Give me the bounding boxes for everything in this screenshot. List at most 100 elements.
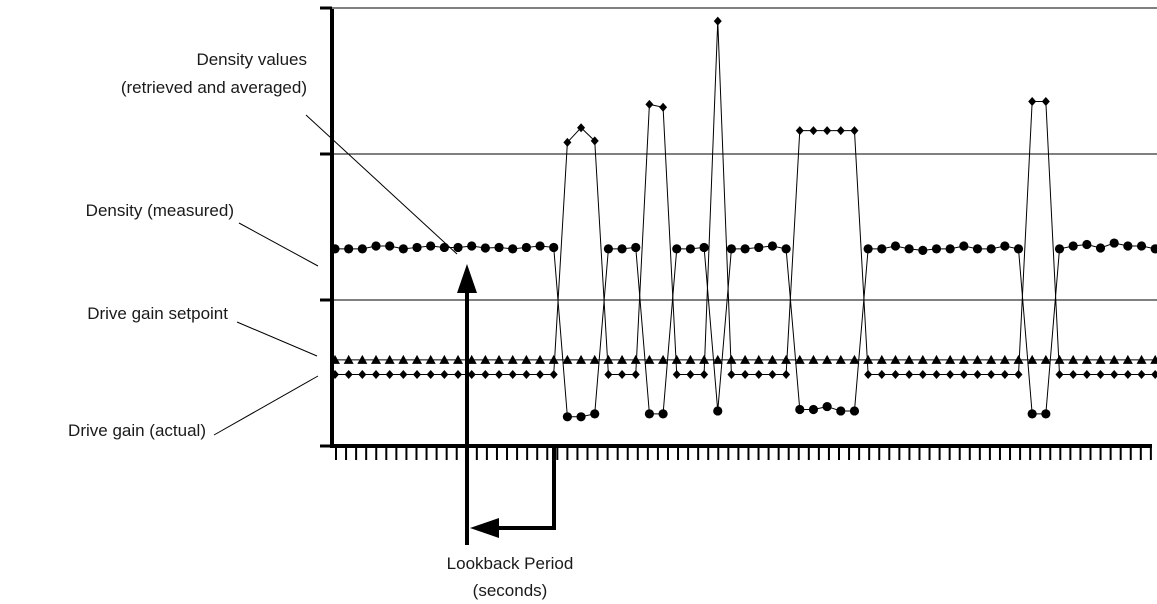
annotation-drive-gain-actual: Drive gain (actual) (68, 421, 206, 440)
annotation-lookback-period-line1: Lookback Period (447, 554, 574, 573)
data-point-triangle (357, 354, 368, 364)
data-point-diamond (344, 369, 353, 379)
lookback-left-arrowhead (470, 518, 499, 538)
data-point-triangle (617, 354, 628, 364)
data-point-diamond (413, 369, 422, 379)
data-point-triangle (945, 354, 956, 364)
data-point-circle (1123, 241, 1133, 251)
data-point-triangle (1081, 354, 1092, 364)
data-point-circle (590, 409, 600, 419)
lookback-bracket (457, 264, 556, 545)
data-point-diamond (536, 369, 545, 379)
data-point-diamond (522, 369, 531, 379)
data-point-diamond (467, 369, 476, 379)
data-point-diamond (809, 126, 818, 136)
data-point-diamond (987, 369, 996, 379)
data-point-circle (945, 244, 955, 254)
data-point-diamond (618, 369, 627, 379)
data-point-circle (385, 241, 395, 251)
data-point-circle (685, 244, 696, 254)
leader-drive-gain-setpoint (236, 321, 318, 357)
data-point-diamond (1055, 369, 1064, 379)
data-point-triangle (576, 354, 587, 364)
data-point-diamond (836, 126, 845, 136)
data-point-circle (931, 244, 942, 254)
data-point-diamond (823, 126, 832, 136)
data-point-triangle (480, 354, 491, 364)
data-point-circle (986, 244, 996, 254)
data-point-diamond (563, 137, 572, 147)
data-point-circle (1068, 241, 1078, 251)
series-1 (330, 238, 1157, 422)
series-2 (330, 354, 1157, 364)
data-point-diamond (577, 123, 586, 133)
data-point-diamond (686, 369, 695, 379)
data-point-diamond (604, 369, 613, 379)
data-point-circle (344, 244, 354, 254)
data-point-triangle (439, 354, 450, 364)
data-point-triangle (917, 354, 928, 364)
data-point-triangle (671, 354, 682, 364)
data-point-diamond (727, 369, 736, 379)
data-point-circle (494, 242, 504, 253)
data-point-triangle (822, 354, 833, 364)
data-point-circle (426, 241, 436, 251)
leader-drive-gain-actual (213, 375, 319, 436)
data-point-circle (918, 245, 928, 255)
data-point-circle (467, 241, 477, 251)
data-point-circle (480, 243, 490, 253)
annotation-density-measured: Density (measured) (86, 201, 234, 220)
data-point-circle (672, 244, 682, 254)
data-point-diamond (918, 369, 927, 379)
data-point-triangle (1054, 354, 1065, 364)
data-point-circle (781, 244, 791, 254)
data-point-triangle (699, 354, 710, 364)
data-point-circle (535, 241, 545, 251)
data-point-triangle (535, 354, 546, 364)
data-point-circle (877, 244, 887, 254)
data-point-diamond (385, 369, 394, 379)
data-point-diamond (850, 126, 859, 136)
data-point-circle (357, 244, 367, 254)
data-point-circle (644, 409, 655, 419)
data-point-diamond (713, 16, 722, 26)
lookback-up-arrowhead (457, 264, 477, 293)
data-point-triangle (603, 354, 614, 364)
data-point-triangle (712, 354, 723, 364)
data-point-triangle (740, 354, 751, 364)
data-point-triangle (794, 354, 805, 364)
data-point-circle (1150, 244, 1157, 254)
data-point-diamond (426, 369, 435, 379)
data-point-circle (617, 244, 627, 254)
data-point-triangle (1109, 354, 1120, 364)
data-point-triangle (726, 354, 737, 364)
data-point-triangle (453, 354, 464, 364)
data-point-circle (398, 244, 408, 254)
data-point-triangle (781, 354, 792, 364)
data-point-triangle (494, 354, 505, 364)
data-point-diamond (973, 369, 982, 379)
data-point-triangle (398, 354, 409, 364)
data-point-diamond (454, 369, 463, 379)
data-point-triangle (999, 354, 1010, 364)
data-point-diamond (508, 369, 517, 379)
data-point-triangle (904, 354, 915, 364)
data-point-triangle (972, 354, 983, 364)
data-point-diamond (659, 102, 668, 112)
annotation-density-values-line2: (retrieved and averaged) (121, 78, 307, 97)
data-point-diamond (495, 369, 504, 379)
data-point-circle (863, 244, 873, 254)
data-point-circle (836, 406, 846, 416)
data-point-diamond (1069, 369, 1078, 379)
data-point-circle (1109, 238, 1119, 248)
data-point-diamond (1082, 369, 1091, 379)
data-point-circle (1082, 239, 1092, 250)
data-point-triangle (890, 354, 901, 364)
annotation-drive-gain-setpoint: Drive gain setpoint (87, 304, 228, 323)
data-point-diamond (795, 126, 804, 136)
data-point-triangle (412, 354, 423, 364)
data-point-circle (631, 242, 641, 253)
data-point-diamond (331, 369, 339, 379)
data-point-triangle (1027, 354, 1038, 364)
